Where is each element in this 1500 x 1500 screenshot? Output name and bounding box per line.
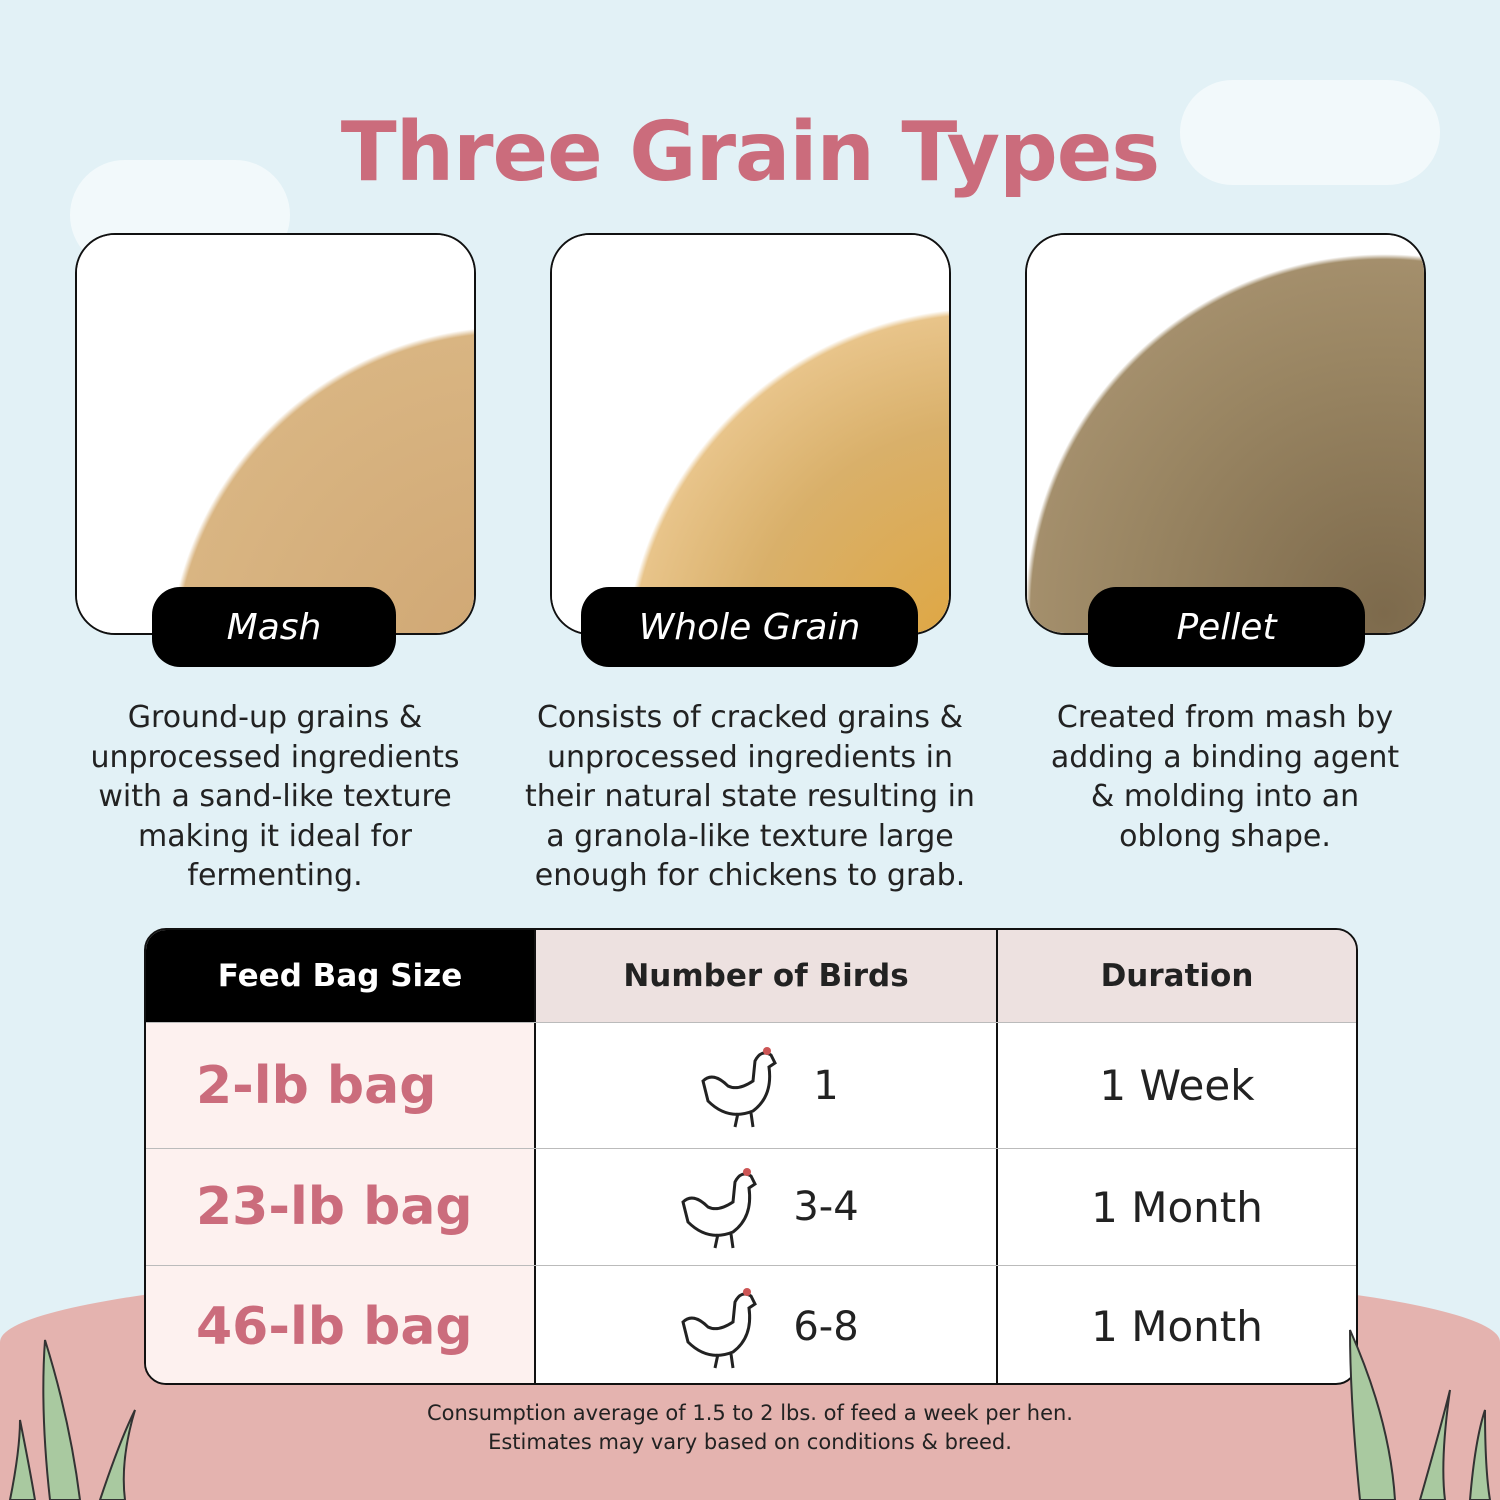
- mash-label: Mash: [152, 587, 396, 667]
- header-duration: Duration: [998, 930, 1356, 1022]
- chicken-icon: [681, 1287, 758, 1368]
- page-title: Three Grain Types: [340, 105, 1160, 200]
- pellet-description: Created from mash by adding a binding ag…: [1050, 700, 1400, 854]
- table-row: 46-lb bag 6-8 1 Month: [146, 1265, 1356, 1383]
- bag-size: 23-lb bag: [146, 1149, 536, 1265]
- whole-grain-image: [550, 233, 951, 635]
- table-row: 2-lb bag 1 1 Week: [146, 1022, 1356, 1148]
- whole-grain-description: Consists of cracked grains & unprocessed…: [525, 700, 975, 893]
- bird-count: 6-8: [793, 1303, 859, 1350]
- whole-grain-label: Whole Grain: [581, 587, 918, 667]
- header-bag-size: Feed Bag Size: [146, 930, 536, 1022]
- grass-right: [1349, 1329, 1492, 1500]
- grass-left: [8, 1339, 136, 1500]
- bird-count: 3-4: [793, 1184, 859, 1230]
- mash-description: Ground-up grains & unprocessed ingredien…: [90, 700, 460, 893]
- birds-cell: 6-8: [536, 1266, 998, 1383]
- chicken-icon: [701, 1046, 778, 1127]
- birds-cell: 3-4: [536, 1149, 998, 1265]
- table-row: 23-lb bag 3-4 1 Month: [146, 1148, 1356, 1265]
- birds-cell: 1: [536, 1023, 998, 1148]
- duration: 1 Week: [1099, 1061, 1255, 1110]
- cloud-right: [1180, 80, 1440, 185]
- header-number-of-birds: Number of Birds: [536, 930, 998, 1022]
- feed-table: Feed Bag Size Number of Birds Duration 2…: [144, 928, 1358, 1385]
- duration: 1 Month: [1091, 1182, 1263, 1232]
- pellet-label: Pellet: [1088, 587, 1365, 667]
- bag-size: 2-lb bag: [146, 1023, 536, 1148]
- footnote-line-1: Consumption average of 1.5 to 2 lbs. of …: [427, 1401, 1073, 1425]
- pellet-image: [1025, 233, 1426, 635]
- bag-size: 46-lb bag: [146, 1266, 536, 1383]
- table-header: Feed Bag Size Number of Birds Duration: [146, 930, 1356, 1022]
- chicken-icon: [681, 1168, 758, 1249]
- duration: 1 Month: [1091, 1302, 1263, 1351]
- bird-count: 1: [813, 1062, 839, 1109]
- mash-image: [75, 233, 476, 635]
- footnote-line-2: Estimates may vary based on conditions &…: [488, 1430, 1012, 1454]
